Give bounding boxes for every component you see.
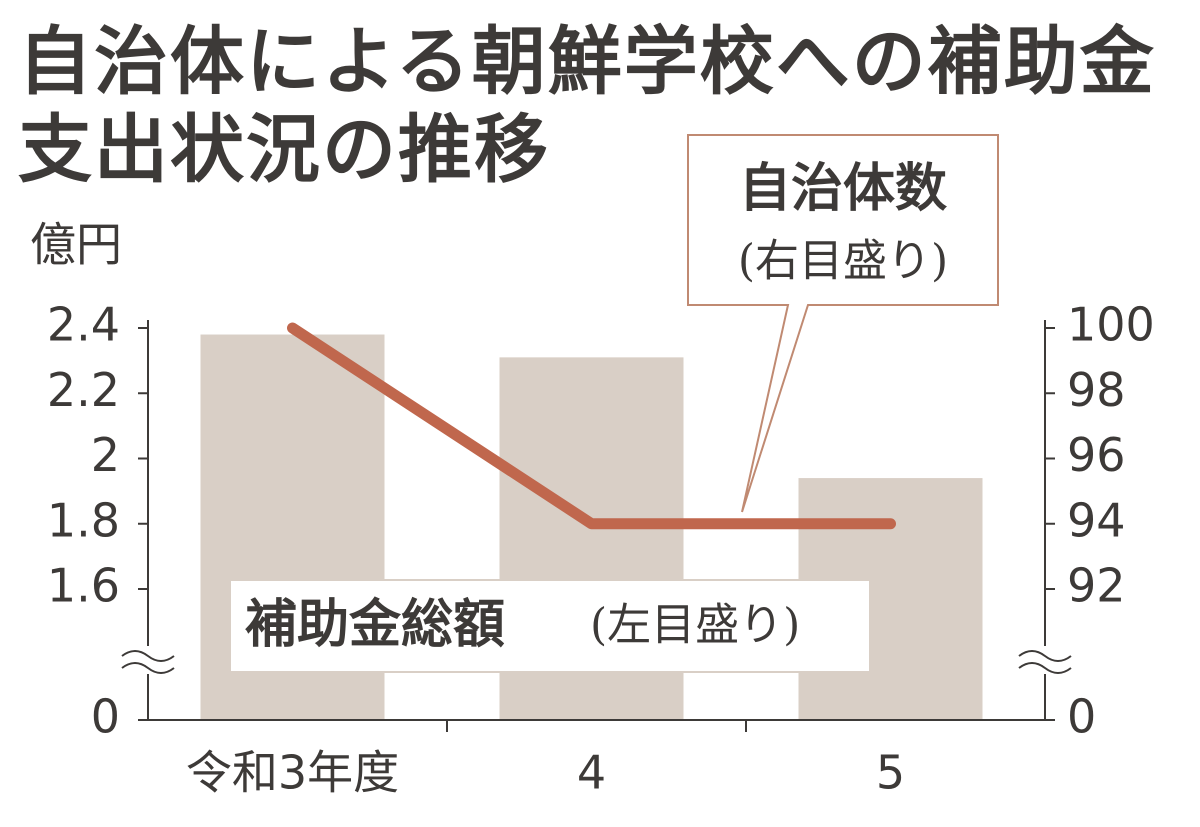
y2-tick-label: 0 xyxy=(1067,690,1096,744)
annotation: (右目盛り) xyxy=(738,236,948,287)
legend-box xyxy=(229,579,871,673)
legend-label: 補助金総額 xyxy=(245,595,505,655)
y2-tick-label: 92 xyxy=(1067,559,1126,613)
x-tick-label: 令和3年度 xyxy=(186,746,399,800)
callout-box xyxy=(687,134,999,513)
y2-tick-label: 96 xyxy=(1067,428,1126,482)
chart-title: 自治体による朝鮮学校への補助金支出状況の推移 xyxy=(18,19,1156,193)
y-tick-label: 2.4 xyxy=(47,298,120,352)
y-axis-label: 億円 xyxy=(30,218,122,272)
y-tick-label: 0 xyxy=(91,690,120,744)
annotation: (左目盛り) xyxy=(590,600,800,651)
x-tick-label: 4 xyxy=(577,746,606,800)
y-tick-label: 2 xyxy=(91,428,120,482)
y-tick-label: 1.6 xyxy=(47,559,120,613)
axis-break xyxy=(1018,650,1072,674)
y-tick-label: 1.8 xyxy=(47,493,120,547)
y2-tick-label: 100 xyxy=(1067,298,1155,352)
x-tick-label: 5 xyxy=(876,746,905,800)
y-tick-label: 2.2 xyxy=(47,363,120,417)
y2-tick-label: 98 xyxy=(1067,363,1126,417)
y2-tick-label: 94 xyxy=(1067,493,1126,547)
legend-label: 自治体数 xyxy=(739,159,947,219)
axis-break xyxy=(121,650,175,674)
line xyxy=(287,322,896,530)
